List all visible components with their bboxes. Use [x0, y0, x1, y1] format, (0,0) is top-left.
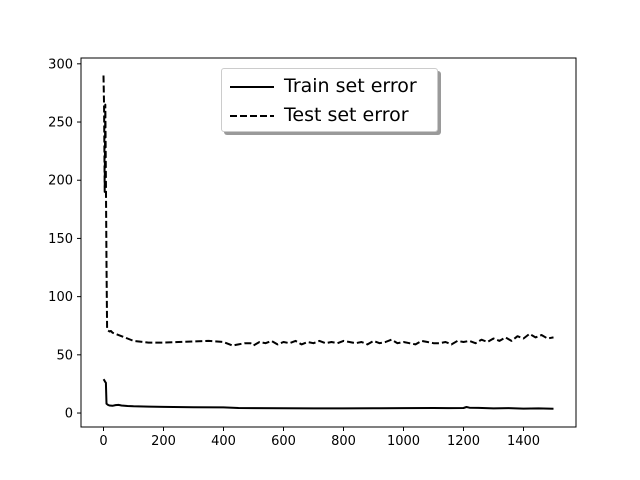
legend: Train set error Test set error: [221, 68, 438, 132]
x-tick-label: 400: [211, 434, 236, 449]
series-line-train: [102, 378, 554, 410]
y-tick-label: 0: [65, 407, 73, 422]
y-tick-label: 50: [56, 348, 73, 363]
y-tick-label: 200: [48, 174, 73, 189]
legend-label-test: Test set error: [284, 104, 409, 126]
y-tick: 200: [48, 174, 81, 189]
x-tick-label: 800: [331, 434, 356, 449]
x-tick: 800: [331, 427, 356, 449]
x-tick-label: 600: [271, 434, 296, 449]
legend-swatch-test: [230, 115, 274, 117]
y-tick: 100: [48, 290, 81, 305]
y-tick: 50: [56, 348, 81, 363]
y-tick-label: 100: [48, 290, 73, 305]
x-tick-label: 1400: [507, 434, 540, 449]
x-tick: 1400: [507, 427, 540, 449]
y-tick: 250: [48, 116, 81, 131]
x-tick: 0: [99, 427, 108, 449]
y-tick: 300: [48, 57, 81, 72]
series-line-test: [102, 75, 554, 347]
x-tick: 600: [271, 427, 296, 449]
legend-swatch-train: [230, 86, 274, 88]
y-tick-label: 250: [48, 116, 73, 131]
x-tick: 200: [151, 427, 176, 449]
y-tick-label: 300: [48, 57, 73, 72]
y-tick: 0: [65, 407, 81, 422]
x-tick-label: 200: [151, 434, 176, 449]
x-tick: 1200: [447, 427, 480, 449]
x-tick-label: 0: [99, 434, 107, 449]
x-tick: 1000: [387, 427, 420, 449]
series-layer: [102, 75, 554, 410]
x-axis-ticks: 0 200 400 600 800 1000 1200 1400: [99, 427, 540, 449]
y-tick-label: 150: [48, 232, 73, 247]
y-axis-ticks: 0 50 100 150 200 250 300: [48, 57, 81, 422]
legend-label-train: Train set error: [284, 75, 417, 97]
legend-item-train: Train set error: [222, 72, 437, 102]
axes-frame: [80, 57, 577, 428]
legend-item-test: Test set error: [222, 101, 437, 131]
y-tick: 150: [48, 232, 81, 247]
x-tick-label: 1200: [447, 434, 480, 449]
x-tick: 400: [211, 427, 236, 449]
x-tick-label: 1000: [387, 434, 420, 449]
